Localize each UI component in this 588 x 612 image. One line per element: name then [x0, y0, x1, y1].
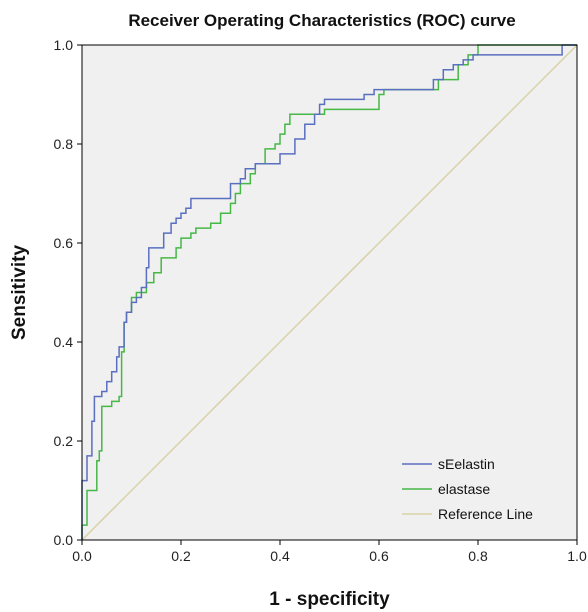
x-tick-label: 0.8: [468, 548, 488, 564]
y-tick-label: 0.4: [54, 334, 74, 350]
plot-frame: [81, 44, 578, 541]
x-axis-title: 1 - specificity: [269, 589, 390, 610]
legend-label-1: sEelastin: [438, 456, 495, 472]
series-layer: [81, 44, 578, 541]
tick-layer: 0.0 0.2 0.4 0.6 0.8 1.0 0.0 0.2 0.4 0.6 0.8 1.0: [54, 37, 587, 564]
y-axis-title: Sensitivity: [9, 245, 30, 340]
y-tick-label: 0.6: [54, 235, 74, 251]
series-line-2: [81, 44, 577, 540]
legend: sEelastin elastase Reference Line: [402, 456, 533, 522]
legend-label-2: elastase: [438, 481, 490, 497]
y-tick-label: 1.0: [54, 37, 74, 53]
x-tick-label: 0.4: [270, 548, 290, 564]
x-tick-label: 0.2: [171, 548, 191, 564]
chart-title: Receiver Operating Characteristics (ROC)…: [128, 11, 515, 30]
y-tick-label: 0.0: [54, 532, 74, 548]
x-tick-label: 0.0: [72, 548, 92, 564]
axis-layer: [81, 44, 578, 541]
x-tick-label: 0.6: [369, 548, 389, 564]
series-line-3: [81, 44, 578, 541]
x-tick-label: 1.0: [567, 548, 587, 564]
y-tick-label: 0.2: [54, 433, 74, 449]
series-line-1: [81, 44, 577, 540]
y-tick-label: 0.8: [54, 136, 74, 152]
legend-label-3: Reference Line: [438, 506, 533, 522]
